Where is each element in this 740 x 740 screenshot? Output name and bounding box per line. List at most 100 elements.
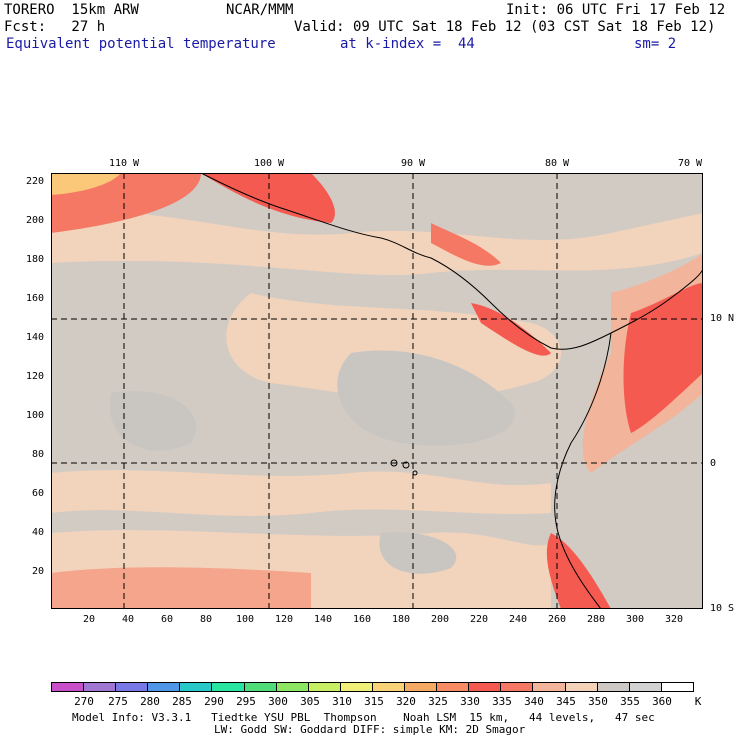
lon-label-80w: 80 W bbox=[544, 158, 570, 169]
y-tick: 40 bbox=[31, 527, 44, 538]
legend-label: 340 bbox=[524, 695, 544, 708]
red-patch-andes bbox=[623, 283, 703, 433]
x-tick: 40 bbox=[121, 614, 135, 625]
y-tick: 160 bbox=[25, 293, 44, 304]
legend-swatch bbox=[308, 683, 341, 691]
x-tick: 280 bbox=[586, 614, 606, 625]
coastline-south-america bbox=[554, 332, 612, 609]
lat-label-10s: 10 S bbox=[710, 603, 735, 614]
legend-label: 310 bbox=[332, 695, 352, 708]
x-tick: 220 bbox=[469, 614, 489, 625]
graticule bbox=[51, 173, 703, 609]
x-tick: 240 bbox=[508, 614, 528, 625]
legend-label: 330 bbox=[460, 695, 480, 708]
legend-label: 280 bbox=[140, 695, 160, 708]
legend-swatch bbox=[52, 683, 85, 691]
legend-label: 295 bbox=[236, 695, 256, 708]
legend-label: 335 bbox=[492, 695, 512, 708]
legend-swatch bbox=[437, 683, 470, 691]
grey-patch-south bbox=[379, 532, 457, 574]
y-tick: 120 bbox=[25, 371, 44, 382]
legend-label: 350 bbox=[588, 695, 608, 708]
legend-label: 275 bbox=[108, 695, 128, 708]
legend-label: 320 bbox=[396, 695, 416, 708]
legend-swatch bbox=[244, 683, 277, 691]
theta-e-map bbox=[51, 173, 703, 609]
x-tick: 320 bbox=[664, 614, 684, 625]
legend-label: 325 bbox=[428, 695, 448, 708]
organization-label: NCAR/MMM bbox=[226, 2, 294, 18]
x-tick: 140 bbox=[313, 614, 333, 625]
color-legend-bar bbox=[51, 682, 694, 692]
legend-label: 355 bbox=[620, 695, 640, 708]
legend-swatch bbox=[340, 683, 373, 691]
x-tick: 100 bbox=[235, 614, 255, 625]
legend-swatch bbox=[533, 683, 566, 691]
legend-swatch bbox=[501, 683, 534, 691]
y-tick: 140 bbox=[25, 332, 44, 343]
physics-info-line: LW: Godd SW: Goddard DIFF: simple KM: 2D… bbox=[214, 723, 526, 736]
legend-swatch bbox=[469, 683, 502, 691]
model-title: TORERO 15km ARW bbox=[4, 2, 139, 18]
y-tick: 80 bbox=[31, 449, 44, 460]
legend-swatch bbox=[405, 683, 438, 691]
legend-unit: K bbox=[694, 695, 702, 708]
coastline-central-america bbox=[200, 173, 703, 350]
legend-label: 270 bbox=[74, 695, 94, 708]
salmon-patch-central-america bbox=[431, 223, 501, 266]
x-tick: 160 bbox=[352, 614, 372, 625]
level-label: at k-index = 44 bbox=[340, 36, 475, 52]
legend-label: 305 bbox=[300, 695, 320, 708]
peach-band-central bbox=[226, 293, 561, 399]
smoothing-label: sm= 2 bbox=[634, 36, 677, 52]
x-tick: 80 bbox=[199, 614, 213, 625]
legend-swatch bbox=[276, 683, 309, 691]
x-tick: 300 bbox=[625, 614, 645, 625]
salmon-band-southwest bbox=[51, 567, 311, 609]
legend-label: 345 bbox=[556, 695, 576, 708]
y-tick: 100 bbox=[25, 410, 44, 421]
grey-patch-west bbox=[109, 391, 197, 451]
lon-label-90w: 90 W bbox=[400, 158, 426, 169]
map-frame bbox=[51, 173, 703, 609]
legend-label: 300 bbox=[268, 695, 288, 708]
red-patch-central-america bbox=[471, 303, 551, 356]
legend-swatch bbox=[148, 683, 181, 691]
legend-label: 315 bbox=[364, 695, 384, 708]
x-tick: 200 bbox=[430, 614, 450, 625]
legend-label: 360 bbox=[652, 695, 672, 708]
peach-band-south bbox=[51, 470, 551, 516]
x-tick: 260 bbox=[547, 614, 567, 625]
forecast-hour: Fcst: 27 h bbox=[4, 19, 106, 35]
legend-swatch bbox=[116, 683, 149, 691]
lat-label-0: 0 bbox=[710, 458, 717, 469]
y-tick: 180 bbox=[25, 254, 44, 265]
init-time: Init: 06 UTC Fri 17 Feb 12 bbox=[506, 2, 726, 18]
legend-swatch bbox=[212, 683, 245, 691]
peach-band-north bbox=[51, 211, 703, 276]
lon-label-70w: 70 W bbox=[677, 158, 703, 169]
legend-swatch bbox=[597, 683, 630, 691]
y-tick: 20 bbox=[31, 566, 44, 577]
y-tick: 220 bbox=[25, 176, 44, 187]
legend-swatch bbox=[661, 683, 693, 691]
lon-label-100w: 100 W bbox=[253, 158, 285, 169]
legend-swatch bbox=[565, 683, 598, 691]
red-patch-mexico-coast bbox=[201, 173, 335, 223]
valid-time: Valid: 09 UTC Sat 18 Feb 12 (03 CST Sat … bbox=[294, 19, 716, 35]
legend-swatch bbox=[372, 683, 406, 691]
legend-swatch bbox=[180, 683, 213, 691]
x-tick: 20 bbox=[82, 614, 96, 625]
grey-patch-central bbox=[337, 350, 515, 446]
lat-label-10n: 10 N bbox=[710, 313, 735, 324]
legend-swatch bbox=[84, 683, 117, 691]
legend-swatch bbox=[629, 683, 662, 691]
x-tick: 60 bbox=[160, 614, 174, 625]
field-name: Equivalent potential temperature bbox=[6, 36, 276, 52]
y-tick: 200 bbox=[25, 215, 44, 226]
model-info-line: Model Info: V3.3.1 Tiedtke YSU PBL Thomp… bbox=[72, 711, 655, 724]
lon-label-110w: 110 W bbox=[108, 158, 140, 169]
red-patch-peru bbox=[546, 533, 611, 609]
warm-core-northwest bbox=[51, 173, 121, 195]
x-tick: 120 bbox=[274, 614, 294, 625]
